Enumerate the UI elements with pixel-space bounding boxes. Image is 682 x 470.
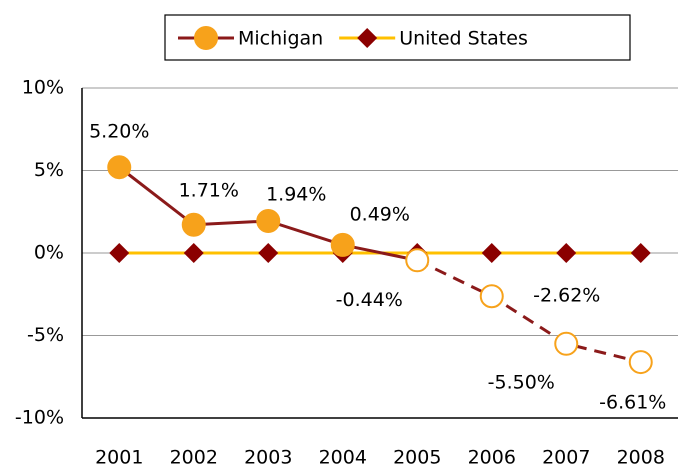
x-tick-label: 2004 (319, 447, 367, 469)
marker (194, 26, 218, 50)
marker (109, 243, 130, 263)
marker (556, 243, 577, 263)
marker (256, 208, 281, 233)
legend-label: Michigan (238, 28, 323, 50)
x-tick-label: 2007 (542, 447, 590, 469)
y-tick-label: 10% (22, 77, 64, 99)
legend-box (164, 14, 631, 61)
y-tick-label: 5% (34, 159, 64, 181)
marker (258, 243, 279, 263)
marker (107, 155, 132, 180)
marker (357, 28, 378, 48)
marker (181, 212, 206, 237)
y-tick-label: 0% (34, 242, 64, 264)
y-tick-label: -5% (27, 324, 64, 346)
x-tick-label: 2008 (617, 447, 665, 469)
marker (183, 243, 204, 263)
data-label: 5.20% (89, 121, 149, 143)
y-tick-label: -10% (15, 407, 64, 429)
x-tick-label: 2003 (244, 447, 292, 469)
data-label: -6.61% (599, 392, 666, 414)
data-label: -2.62% (533, 285, 600, 307)
x-tick-label: 2005 (393, 447, 441, 469)
marker (554, 331, 579, 356)
marker (405, 248, 430, 273)
marker (481, 243, 502, 263)
data-label: -0.44% (336, 289, 403, 311)
marker (479, 284, 504, 309)
marker (630, 243, 651, 263)
x-tick-label: 2002 (170, 447, 218, 469)
data-label: 1.94% (266, 183, 326, 205)
data-label: 0.49% (350, 203, 410, 225)
line (416, 258, 642, 364)
x-tick-label: 2006 (468, 447, 516, 469)
marker (330, 232, 355, 257)
x-tick-label: 2001 (95, 447, 143, 469)
data-label: 1.71% (179, 179, 239, 201)
legend-label: United States (399, 28, 528, 50)
marker (628, 350, 653, 375)
data-label: -5.50% (488, 371, 555, 393)
